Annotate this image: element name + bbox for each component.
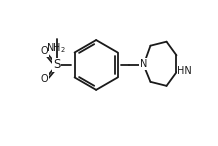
Text: O: O bbox=[41, 74, 49, 84]
Text: NH$_2$: NH$_2$ bbox=[46, 41, 66, 55]
Text: S: S bbox=[53, 58, 60, 71]
Text: N: N bbox=[140, 59, 147, 69]
Text: HN: HN bbox=[177, 66, 192, 76]
Text: O: O bbox=[41, 46, 49, 56]
